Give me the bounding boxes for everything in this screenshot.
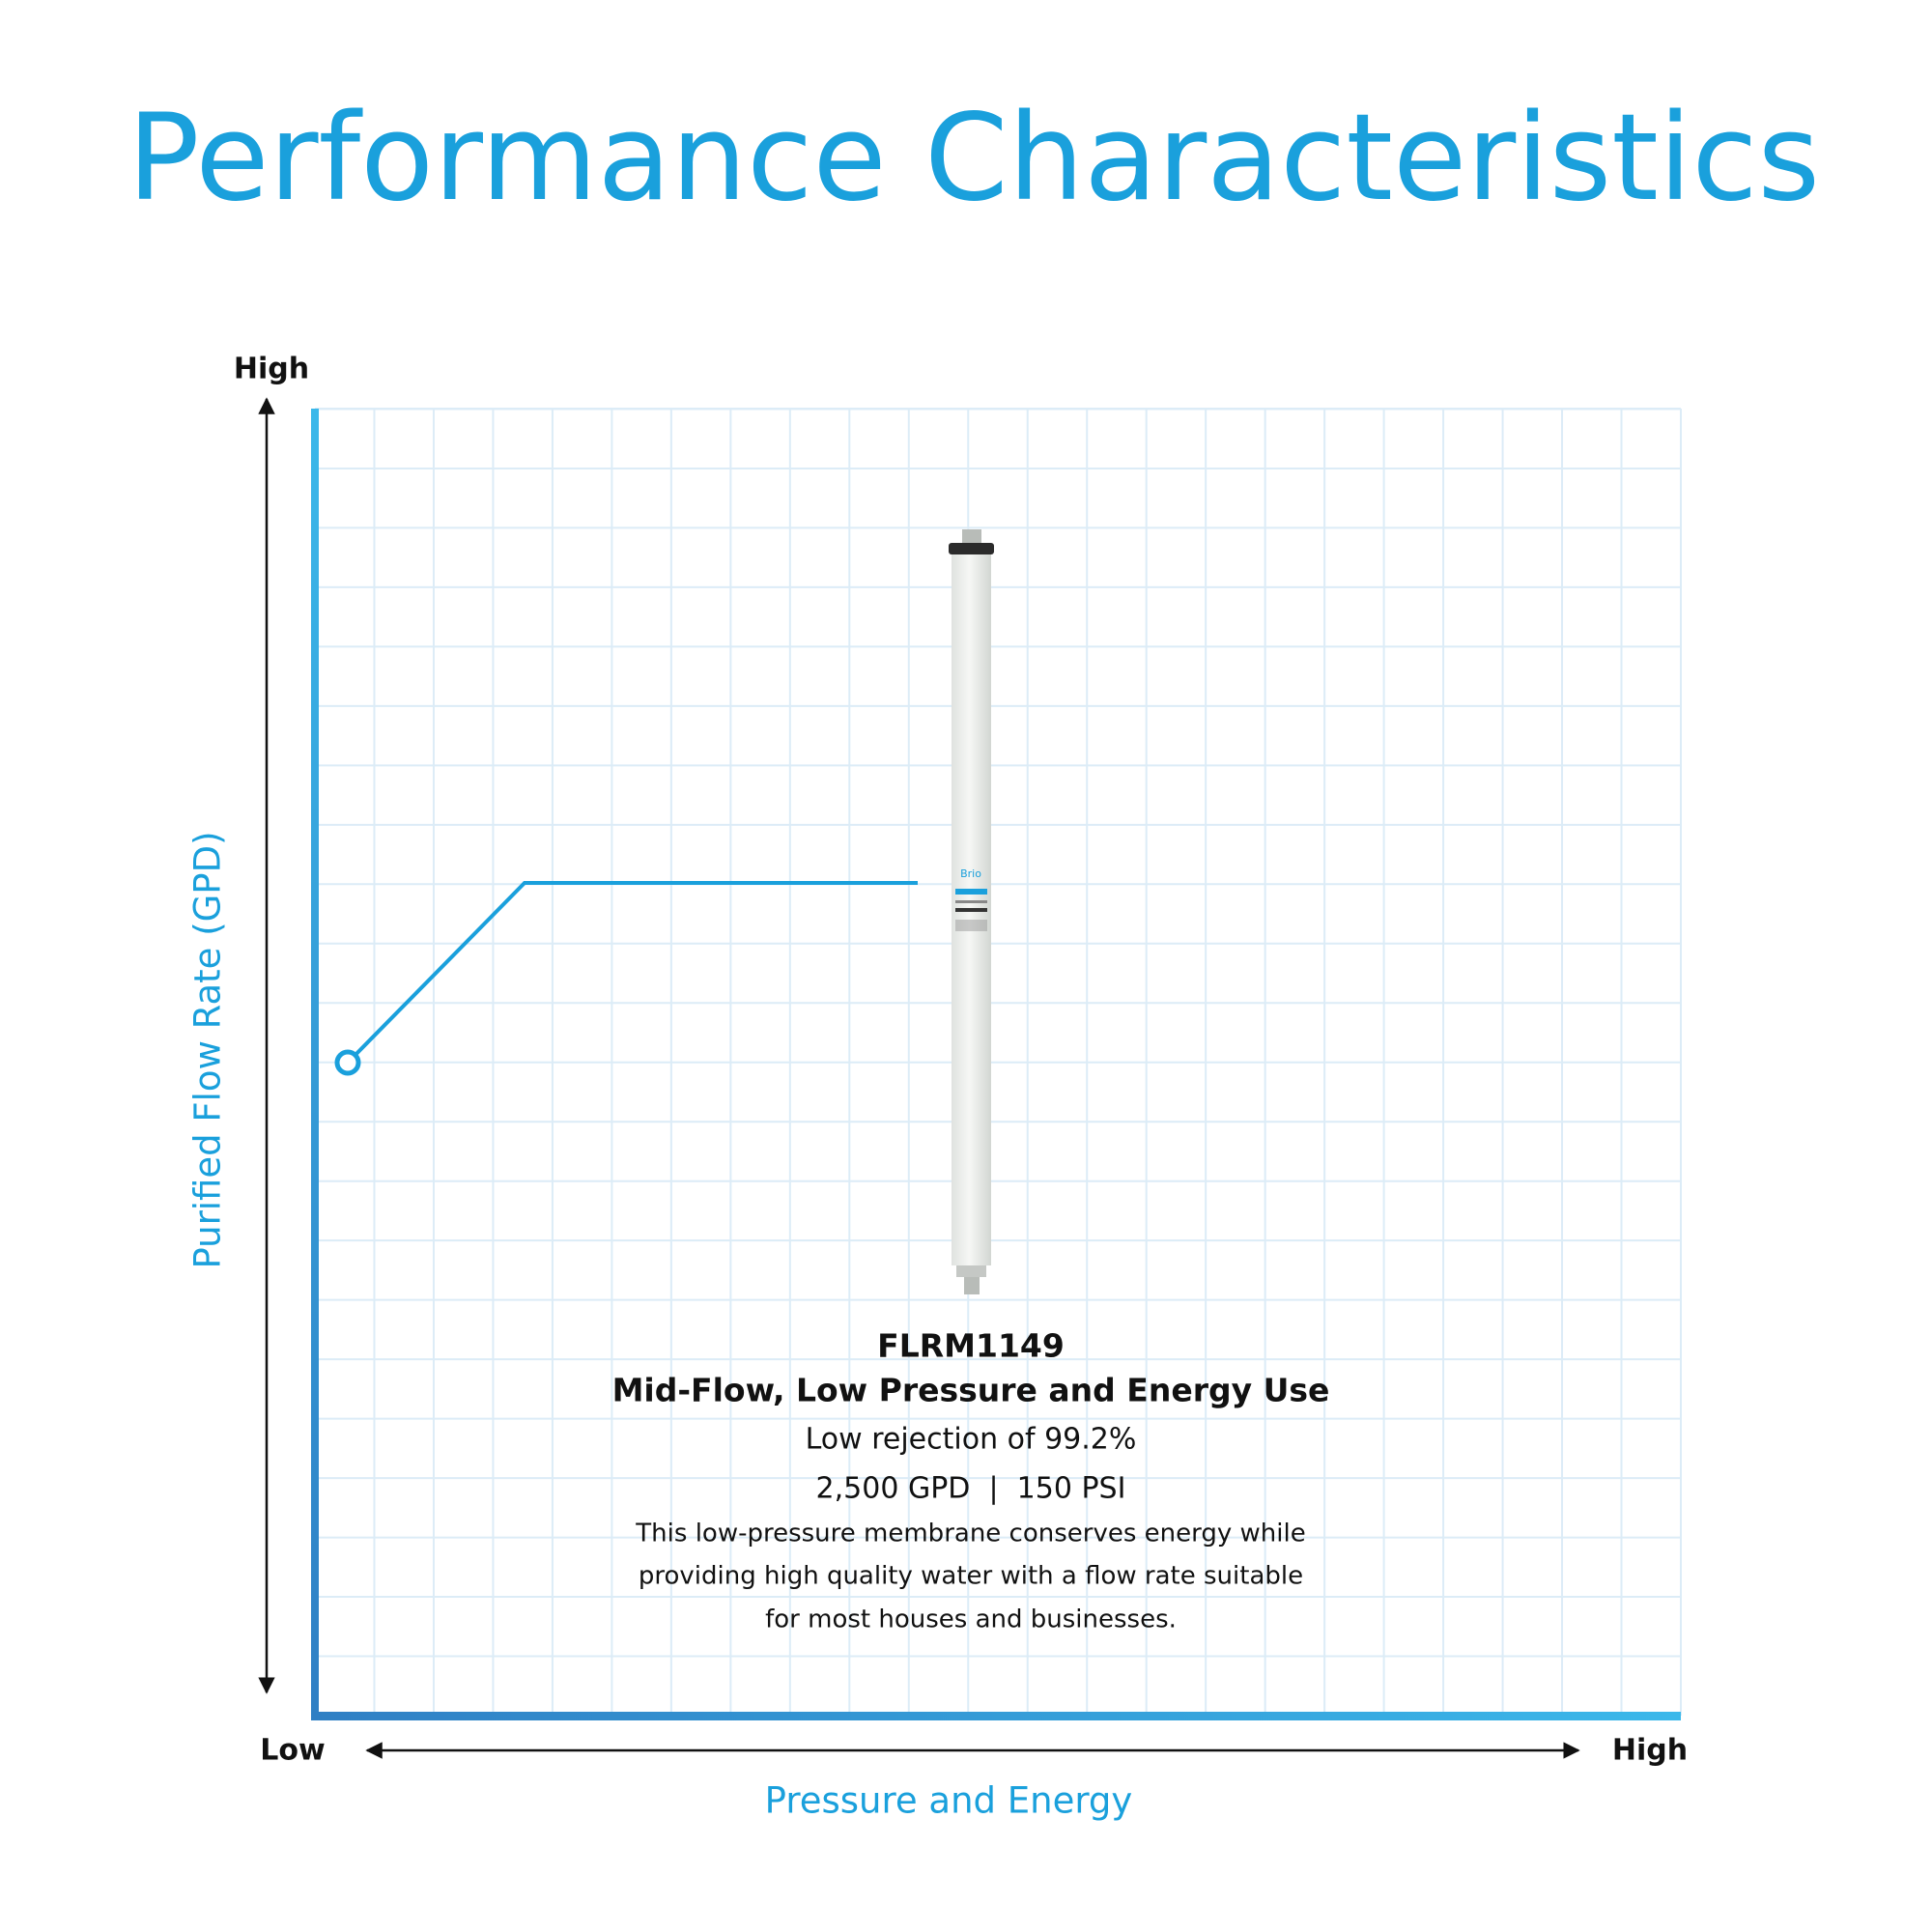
y-label: Purified Flow Rate (GPD) xyxy=(187,831,229,1268)
specs: 2,500 GPD | 150 PSI xyxy=(816,1472,1126,1506)
rejection: Low rejection of 99.2% xyxy=(806,1423,1137,1457)
title: Performance Characteristics xyxy=(128,89,1820,228)
callout-line xyxy=(346,881,918,1065)
x-label: Pressure and Energy xyxy=(765,1780,1133,1822)
description-line: This low-pressure membrane conserves ene… xyxy=(635,1520,1305,1548)
x-axis-bar xyxy=(311,1712,1681,1720)
y-high: High xyxy=(234,353,309,386)
model: FLRM1149 xyxy=(877,1327,1065,1365)
product-brand: Brio xyxy=(960,867,981,880)
headline: Mid-Flow, Low Pressure and Energy Use xyxy=(612,1372,1330,1409)
x-high: High xyxy=(1612,1734,1688,1768)
y-axis-bar xyxy=(311,409,319,1719)
description-line: for most houses and businesses. xyxy=(765,1605,1177,1634)
callout-point xyxy=(334,1049,361,1076)
description-line: providing high quality water with a flow… xyxy=(639,1562,1303,1591)
membrane: Brio xyxy=(949,529,994,1294)
x-low: Low xyxy=(260,1734,325,1768)
